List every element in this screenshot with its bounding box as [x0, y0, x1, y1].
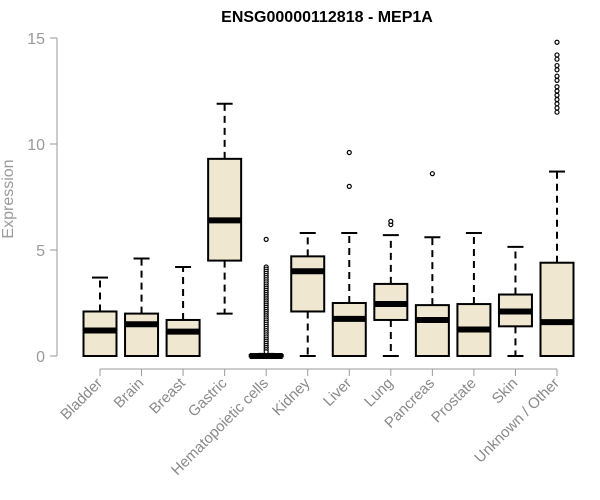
outlier-point	[554, 52, 560, 58]
y-tick-label: 0	[36, 349, 45, 366]
x-tick-label: Kidney	[269, 374, 314, 419]
box-iqr	[165, 318, 201, 357]
box-group	[331, 149, 367, 357]
outlier-point	[554, 73, 560, 79]
outlier-point	[554, 92, 560, 98]
box-group	[373, 218, 409, 357]
box-group	[124, 257, 160, 358]
box-group	[456, 232, 492, 357]
box-group	[248, 236, 284, 359]
box-group	[539, 39, 575, 357]
outlier-point	[263, 236, 269, 242]
box-iqr	[82, 310, 118, 358]
outlier-point	[554, 77, 560, 84]
outlier-point	[388, 218, 394, 224]
box-group	[165, 265, 201, 357]
box-iqr	[331, 302, 367, 357]
x-tick-label: Liver	[320, 375, 355, 410]
x-tick-label: Prostate	[428, 375, 480, 427]
outlier-point	[554, 88, 560, 94]
outlier-point	[554, 105, 560, 111]
y-axis: 0 5 10 15	[27, 31, 58, 366]
x-tick-label: Bladder	[57, 375, 106, 424]
outlier-point	[429, 171, 435, 177]
outlier-point	[554, 62, 560, 69]
outlier-point	[554, 109, 560, 115]
outlier-point	[346, 149, 352, 156]
y-axis-label: Expression	[0, 159, 17, 238]
box-iqr	[124, 312, 160, 358]
box-iqr	[207, 157, 243, 262]
boxes	[82, 39, 575, 359]
outlier-point	[554, 56, 560, 62]
y-tick-label: 10	[27, 137, 45, 154]
box-iqr	[539, 261, 575, 357]
x-tick-label: Breast	[146, 374, 189, 417]
y-tick-label: 5	[36, 243, 45, 260]
chart-title: ENSG00000112818 - MEP1A	[221, 9, 433, 26]
box-group	[207, 102, 243, 315]
outlier-point	[263, 349, 269, 355]
box-group	[497, 245, 533, 357]
box-group	[290, 232, 326, 357]
outlier-point	[554, 101, 560, 107]
y-tick-label: 15	[27, 31, 45, 48]
box-iqr	[414, 304, 450, 357]
outlier-point	[554, 96, 560, 103]
outlier-point	[554, 67, 560, 73]
x-tick-label: Brain	[111, 375, 148, 412]
outlier-point	[554, 39, 560, 45]
x-tick-label: Lung	[361, 375, 397, 411]
box-iqr	[290, 255, 326, 313]
box-group	[82, 276, 118, 358]
outlier-point	[554, 84, 560, 90]
outlier-point	[346, 183, 352, 189]
box-group	[414, 171, 450, 357]
x-tick-label: Skin	[489, 375, 522, 408]
